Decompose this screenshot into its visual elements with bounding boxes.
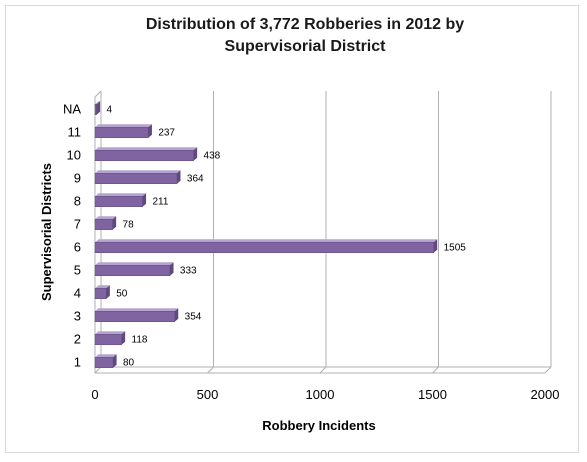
bar-top-face xyxy=(95,216,117,220)
bar-top-face xyxy=(95,147,198,151)
bar-top-face xyxy=(95,285,110,289)
bar-top-face xyxy=(95,239,438,243)
x-tick-label: 1000 xyxy=(306,387,335,402)
data-label: 354 xyxy=(185,312,202,323)
y-tick-label: 4 xyxy=(74,286,81,301)
bar xyxy=(94,219,113,230)
bar-end-face xyxy=(113,354,117,368)
data-label: 50 xyxy=(116,289,128,300)
data-label: 211 xyxy=(152,197,168,208)
bar xyxy=(94,104,97,115)
y-tick-label: 1 xyxy=(74,355,81,370)
bar-end-face xyxy=(174,308,179,322)
bar-end-face xyxy=(148,124,152,138)
y-tick-label: 5 xyxy=(74,263,81,278)
x-tick-label: 0 xyxy=(91,387,98,402)
bar xyxy=(94,196,143,207)
bar-end-face xyxy=(121,331,126,345)
y-tick-label: 3 xyxy=(74,309,81,324)
bar-end-face xyxy=(142,193,147,207)
bar-top-face xyxy=(95,331,126,335)
data-label: 438 xyxy=(204,151,221,162)
bar-end-face xyxy=(176,170,181,184)
data-label: 118 xyxy=(132,335,148,346)
bar-top-face xyxy=(95,170,181,174)
label-layer: 0 500 1000 1500 2000801118235435043335150567… xyxy=(63,102,560,403)
x-axis-title: Robbery Incidents xyxy=(262,418,375,433)
y-tick-label: 10 xyxy=(67,148,81,163)
bar-end-face xyxy=(112,216,117,230)
floor-line xyxy=(432,366,439,374)
bar xyxy=(94,173,178,184)
y-axis-title: Supervisorial Districts xyxy=(39,163,54,301)
floor-line xyxy=(319,366,327,374)
bar-layer xyxy=(94,101,438,368)
bar-top-face xyxy=(95,124,152,128)
bar xyxy=(94,265,171,276)
y-tick-label: 11 xyxy=(68,125,82,140)
y-tick-label: 8 xyxy=(74,194,81,209)
y-tick-label: 7 xyxy=(74,217,81,232)
bar-end-face xyxy=(433,239,438,253)
bar xyxy=(94,242,434,253)
bar-end-face xyxy=(193,147,198,161)
data-label: 1505 xyxy=(444,243,467,254)
floor-line xyxy=(544,366,552,374)
bar xyxy=(94,357,114,368)
bar xyxy=(94,288,107,299)
data-label: 4 xyxy=(107,105,113,116)
floor-line xyxy=(207,366,214,374)
data-label: 237 xyxy=(158,128,175,139)
bar xyxy=(94,311,175,322)
y-tick-label: 2 xyxy=(74,332,81,347)
y-tick-label: 9 xyxy=(74,171,81,186)
data-label: 364 xyxy=(187,174,204,185)
bar-top-face xyxy=(95,354,117,358)
bar-top-face xyxy=(95,193,147,197)
y-tick-label: 6 xyxy=(74,240,81,255)
bar xyxy=(94,334,122,345)
bar-end-face xyxy=(96,101,101,115)
bar xyxy=(94,150,194,161)
data-label: 80 xyxy=(123,358,135,369)
bar-top-face xyxy=(95,308,179,312)
data-label: 333 xyxy=(180,266,197,277)
data-label: 78 xyxy=(123,220,135,231)
bar-top-face xyxy=(95,262,174,266)
x-tick-label: 1500 xyxy=(418,387,447,402)
y-tick-label: NA xyxy=(63,102,81,117)
x-tick-label: 2000 xyxy=(531,387,560,402)
bar xyxy=(94,127,149,138)
bar-end-face xyxy=(106,285,110,299)
x-tick-label: 500 xyxy=(197,387,219,402)
bar-end-face xyxy=(169,262,174,276)
side-wall-top xyxy=(94,90,102,98)
chart-title: Distribution of 3,772 Robberies in 2012 … xyxy=(145,16,465,55)
bar-top-face xyxy=(95,101,101,105)
